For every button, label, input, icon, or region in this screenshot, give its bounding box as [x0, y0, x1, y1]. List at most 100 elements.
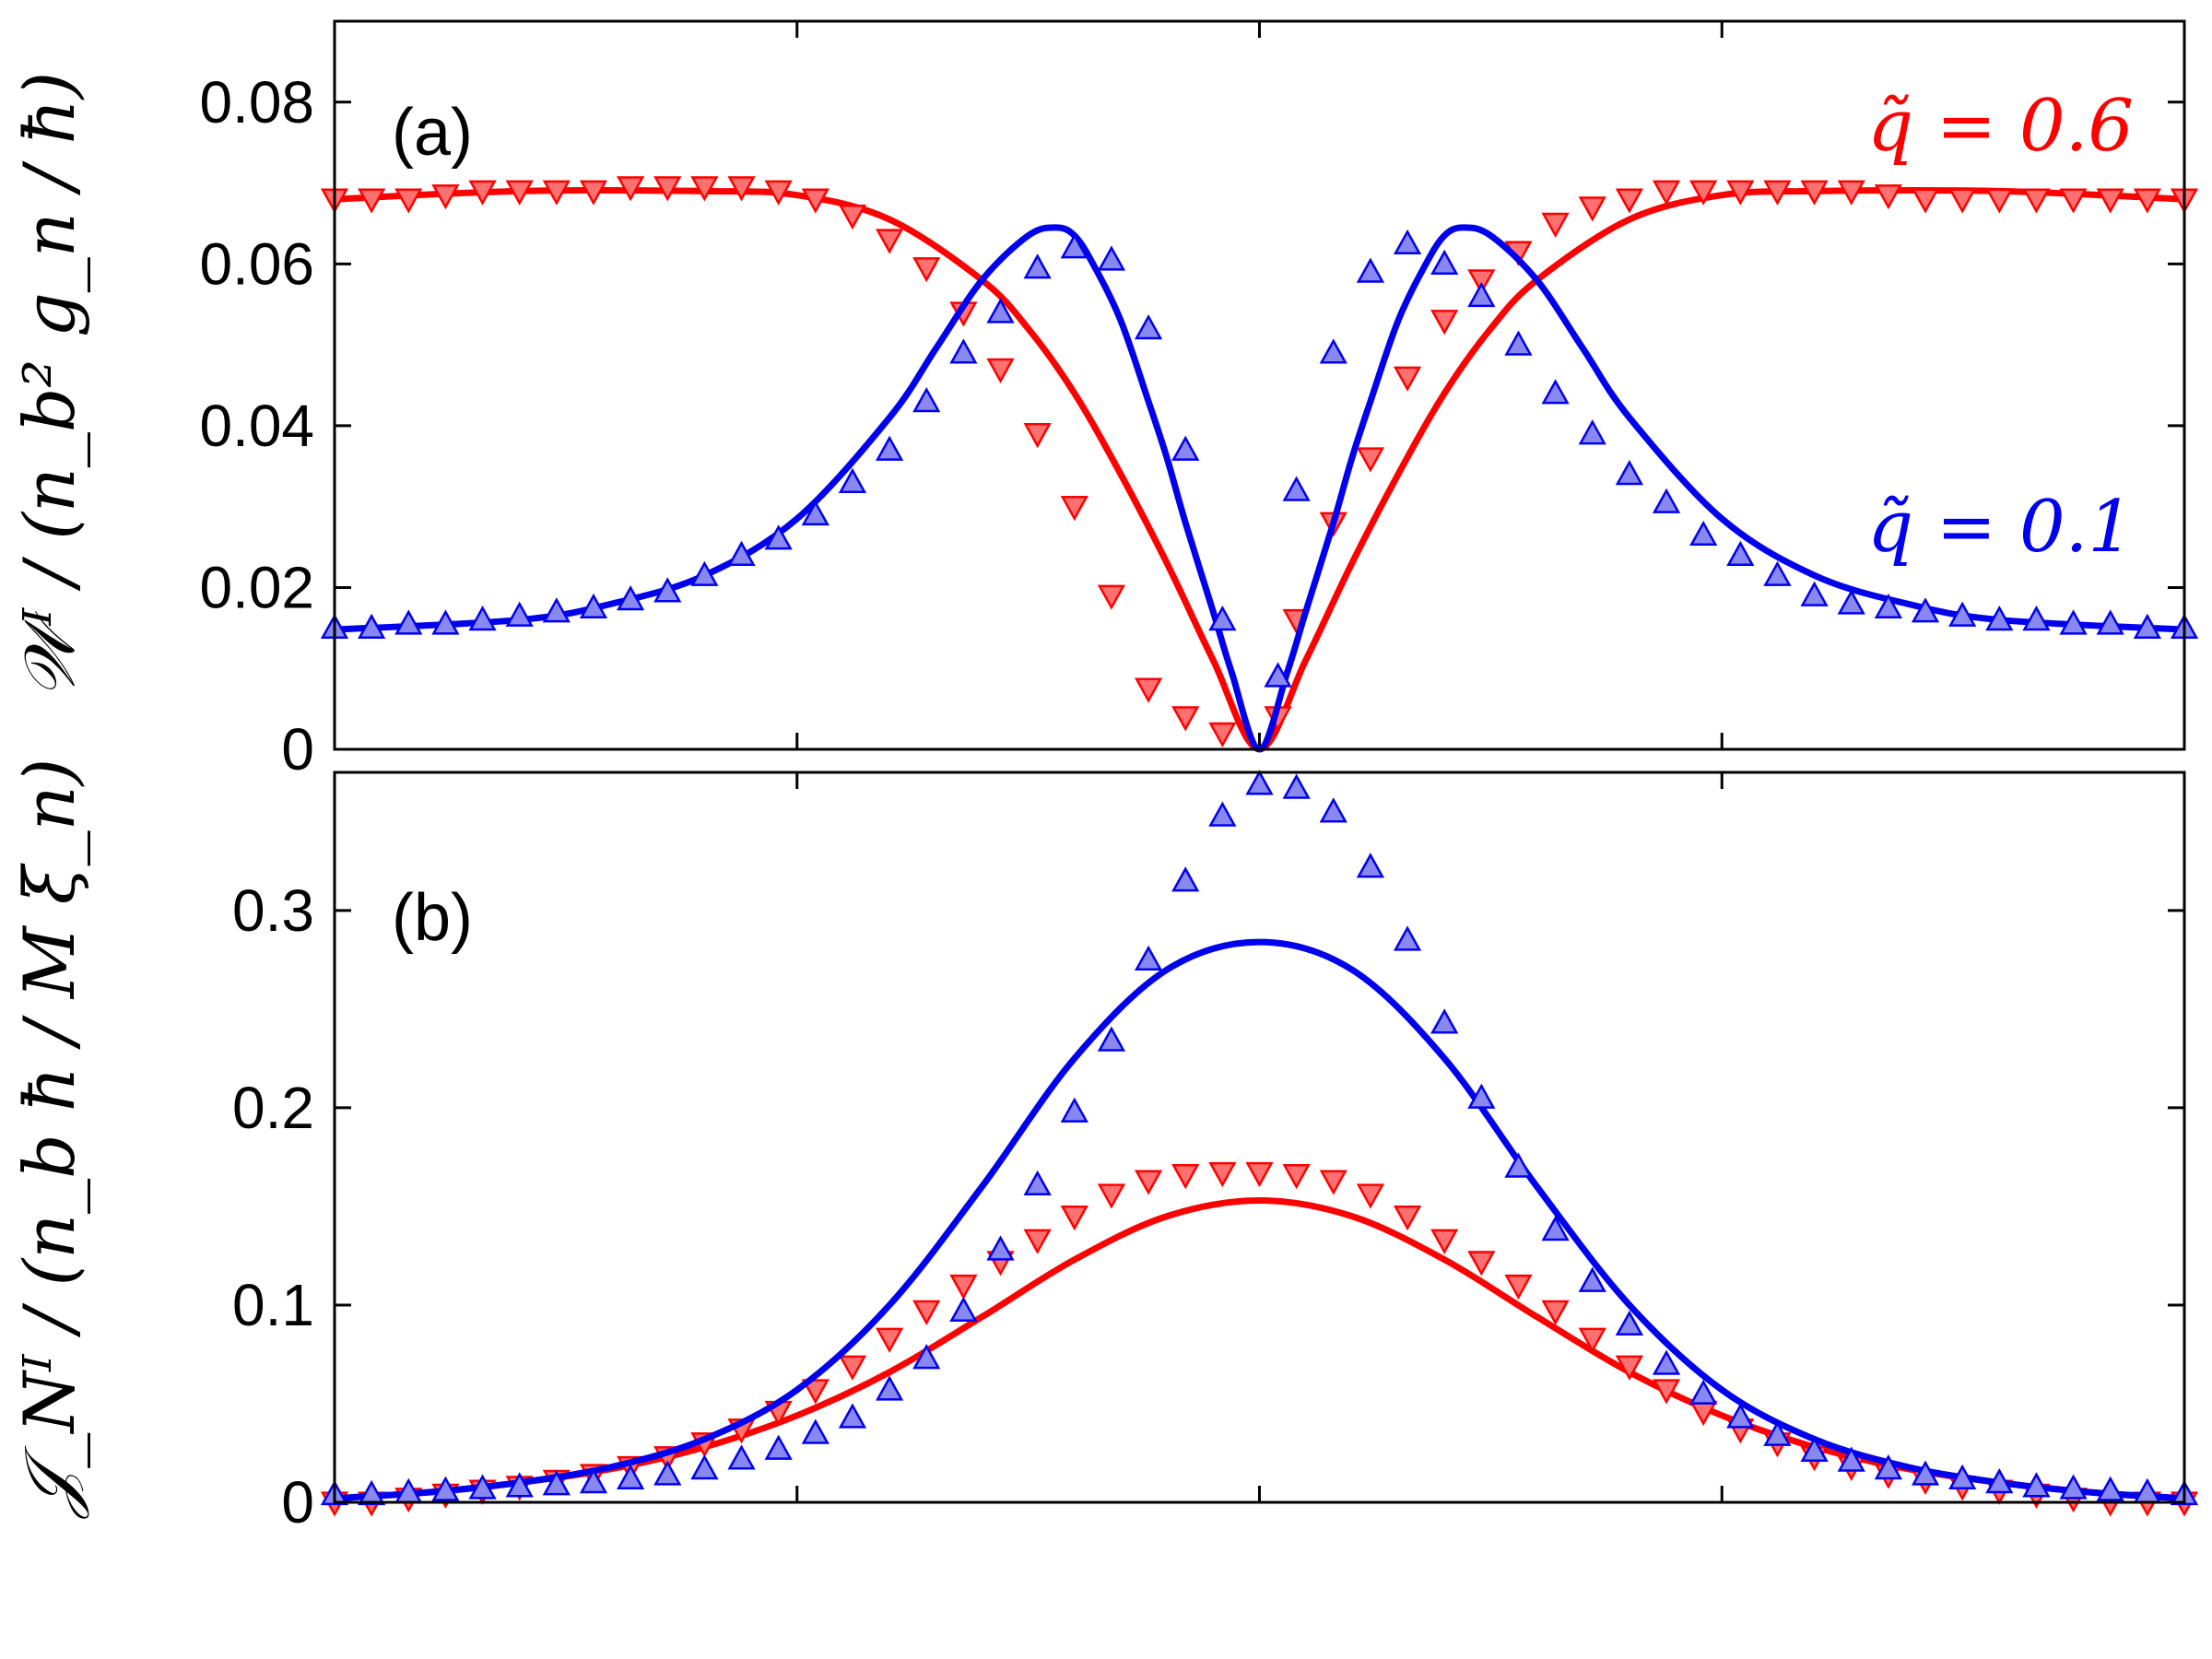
- ytick-label: 0.2: [232, 1075, 314, 1141]
- marker-red: [1615, 188, 1644, 214]
- marker-blue: [1911, 1460, 1940, 1486]
- panel-a-series-label-blue: q̃ = 0.1: [1867, 486, 2134, 569]
- marker-blue: [1430, 1008, 1459, 1034]
- marker-red: [764, 180, 793, 206]
- marker-blue: [690, 1454, 719, 1480]
- marker-blue: [1911, 597, 1940, 623]
- marker-red: [1097, 1183, 1126, 1209]
- marker-blue: [653, 1460, 682, 1486]
- marker-blue: [1467, 281, 1496, 308]
- marker-blue: [1726, 1403, 1755, 1429]
- panel-b-axes-box: [333, 771, 2186, 1504]
- marker-red: [1800, 180, 1829, 206]
- marker-red: [875, 1327, 904, 1353]
- marker-blue: [1134, 313, 1163, 340]
- marker-red: [1208, 1161, 1237, 1188]
- ytick-label: 0: [281, 1469, 314, 1535]
- marker-red: [1874, 184, 1903, 210]
- marker-blue: [727, 1444, 756, 1470]
- marker-red: [2059, 188, 2088, 214]
- marker-blue: [1060, 1097, 1088, 1123]
- marker-red: [1652, 180, 1681, 206]
- marker-red: [2133, 188, 2161, 214]
- marker-red: [1615, 1355, 1644, 1381]
- marker-red: [690, 176, 719, 202]
- marker-blue: [2133, 1477, 2161, 1503]
- marker-red: [1763, 180, 1792, 206]
- marker-red: [1060, 496, 1088, 522]
- marker-blue: [1578, 419, 1606, 445]
- marker-blue: [690, 560, 719, 586]
- marker-blue: [1837, 589, 1865, 615]
- marker-blue: [1652, 1349, 1681, 1375]
- marker-blue: [1282, 476, 1311, 501]
- marker-blue: [1985, 1468, 2014, 1494]
- ytick-label: 0.08: [199, 69, 314, 135]
- marker-red: [912, 257, 941, 283]
- marker-blue: [1393, 229, 1422, 255]
- marker-blue: [1171, 435, 1200, 461]
- marker-red: [1652, 1379, 1681, 1405]
- marker-red: [653, 176, 682, 202]
- marker-red: [542, 180, 571, 206]
- marker-blue: [1023, 253, 1052, 279]
- marker-red: [912, 1300, 941, 1325]
- marker-blue: [1763, 1420, 1792, 1446]
- marker-blue: [2096, 1476, 2124, 1501]
- marker-blue: [1171, 866, 1200, 892]
- marker-blue: [764, 524, 793, 550]
- marker-blue: [2059, 609, 2088, 635]
- marker-blue: [1541, 379, 1570, 405]
- marker-red: [1134, 677, 1163, 703]
- panel-b-ytick-labels: 0 0.1 0.2 0.3: [232, 877, 314, 1535]
- marker-red: [1541, 1300, 1570, 1325]
- marker-blue: [801, 500, 830, 526]
- marker-red: [468, 180, 497, 206]
- marker-red: [1245, 1161, 1274, 1188]
- marker-red: [801, 188, 830, 214]
- marker-blue: [949, 338, 978, 364]
- marker-blue: [1652, 488, 1681, 513]
- marker-blue: [1541, 1216, 1570, 1241]
- panel-a-series: [320, 176, 2199, 753]
- ytick-label: 0.06: [199, 230, 314, 297]
- marker-red: [1504, 1274, 1533, 1300]
- marker-red: [1541, 212, 1570, 239]
- marker-blue: [727, 540, 756, 566]
- marker-blue: [1874, 593, 1903, 619]
- curve-blue: [334, 938, 2185, 1502]
- marker-blue: [801, 1418, 830, 1444]
- panel-b-series: [320, 770, 2199, 1517]
- marker-blue: [542, 1470, 571, 1496]
- marker-blue: [1319, 797, 1347, 823]
- marker-blue: [394, 609, 423, 635]
- marker-blue: [505, 1472, 534, 1498]
- curve-red: [334, 1197, 2185, 1502]
- marker-red: [616, 176, 645, 202]
- marker-red: [1171, 706, 1200, 732]
- panel-a-ticks: [335, 21, 2184, 751]
- marker-blue: [1504, 1152, 1533, 1178]
- marker-red: [2022, 188, 2051, 214]
- marker-blue: [1800, 1436, 1829, 1462]
- marker-blue: [1763, 560, 1792, 586]
- ytick-label: 0.04: [199, 393, 314, 459]
- panel-a-axes-box: [333, 19, 2186, 751]
- marker-red: [1393, 366, 1422, 392]
- marker-blue: [468, 1474, 497, 1500]
- marker-blue: [838, 467, 867, 493]
- marker-red: [1134, 1170, 1163, 1195]
- marker-red: [986, 358, 1015, 384]
- marker-blue: [838, 1403, 867, 1429]
- marker-red: [2096, 188, 2124, 214]
- marker-blue: [2022, 1472, 2051, 1498]
- marker-blue: [1726, 540, 1755, 566]
- marker-blue: [579, 593, 608, 619]
- marker-red: [1430, 1229, 1459, 1254]
- marker-blue: [1689, 520, 1718, 547]
- marker-blue: [1615, 1310, 1644, 1336]
- marker-blue: [2022, 605, 2051, 631]
- marker-blue: [468, 605, 497, 631]
- marker-blue: [1208, 605, 1237, 631]
